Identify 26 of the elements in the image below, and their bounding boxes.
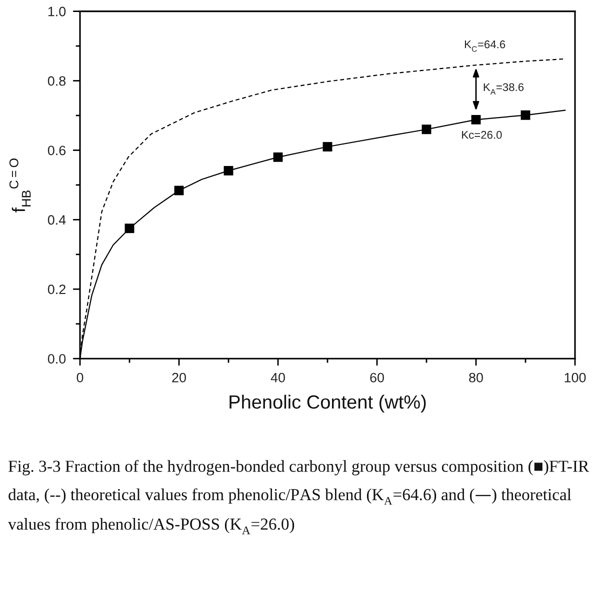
point [124, 224, 134, 234]
point [322, 142, 332, 152]
y-axis-title: f$_{HB}$$^{C=O}$ [9, 158, 31, 212]
x-tick-label: 40 [270, 372, 285, 382]
annotation: K$_{C}$=64.6 [464, 40, 506, 52]
y-tick-label: 0.6 [48, 146, 66, 156]
x-tick-label: 60 [370, 372, 384, 382]
x-tick-label: 20 [172, 372, 186, 382]
y-tick-label: 0.2 [48, 284, 66, 294]
point [422, 124, 432, 134]
x-tick-label: 100 [564, 372, 586, 382]
text: Fig. 3-3 Fraction of the hydrogen-bonded carbonyl group versus composition (■)FT-IR data, (--) theoretical values from phenolic/PAS blend (K$_{A}$=64.6) and (—) theoretical values from phenolic/AS-POSS (K$_{A}$=26.0) [8, 460, 590, 534]
x-tick-label: 0 [76, 372, 84, 382]
point [174, 186, 184, 196]
y-tick-label: 0.4 [48, 215, 66, 225]
annotation: Kc=26.0 [462, 130, 502, 139]
x-axis-title: Phenolic Content (wt%) [230, 394, 426, 412]
point [273, 152, 283, 162]
point [471, 114, 481, 124]
y-tick-label: 1.0 [48, 6, 66, 16]
y-tick-label: 0.8 [48, 76, 66, 86]
point [224, 166, 234, 176]
y-tick-label: 0.0 [48, 354, 66, 364]
point [520, 110, 530, 120]
x-tick-label: 80 [469, 372, 483, 382]
annotation: K$_{A}$=38.6 [484, 83, 524, 95]
